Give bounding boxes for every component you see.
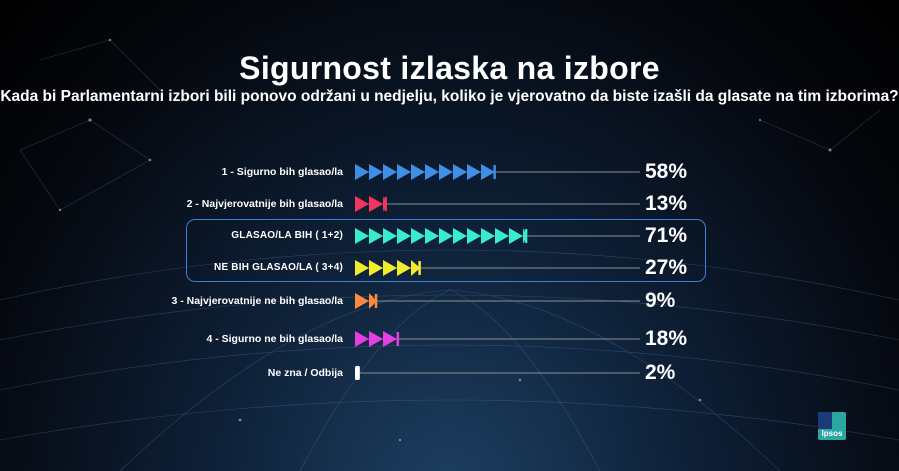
bar-segment	[369, 260, 383, 276]
category-label: NE BIH GLASAO/LA ( 3+4)	[214, 262, 343, 273]
bar-segment	[369, 293, 377, 309]
bar-segment	[425, 164, 439, 180]
bar-segment	[467, 228, 481, 244]
bar-segment	[383, 331, 397, 347]
bar-segment	[411, 260, 421, 276]
bar-segment	[383, 260, 397, 276]
bar-segment	[509, 228, 523, 244]
bar	[355, 331, 400, 347]
bar	[355, 228, 528, 244]
bar	[355, 293, 378, 309]
bar-segment	[453, 228, 467, 244]
logo-text: Ipsos	[821, 429, 843, 438]
bar	[355, 164, 496, 180]
bar-end-cap	[396, 332, 400, 346]
bar-segment	[355, 331, 369, 347]
value-label: 71%	[645, 224, 688, 247]
chart-title: Sigurnost izlaska na izbore	[239, 50, 660, 86]
bar	[355, 196, 387, 212]
summary-highlight-box	[186, 219, 706, 282]
bar-end-cap	[524, 229, 528, 243]
category-label: GLASAO/LA BIH ( 1+2)	[231, 230, 343, 241]
bar-segment	[453, 164, 467, 180]
bar-segment	[369, 196, 383, 212]
bar-segment	[383, 228, 397, 244]
bar-end-cap	[418, 261, 421, 275]
bar-segment	[481, 228, 495, 244]
chart-subtitle: Kada bi Parlamentarni izbori bili ponovo…	[0, 88, 899, 105]
ipsos-logo: Ipsos	[818, 412, 846, 440]
bar-segment	[355, 164, 369, 180]
category-label: 1 - Sigurno bih glasao/la	[221, 166, 343, 178]
category-label: Ne zna / Odbija	[267, 367, 343, 379]
bar-end-cap	[493, 165, 496, 179]
bar-segment	[355, 260, 369, 276]
bar-segment	[495, 228, 509, 244]
category-label: 2 - Najvjerovatnije bih glasao/la	[186, 198, 343, 210]
bar	[355, 366, 360, 380]
bar-segment	[411, 164, 425, 180]
bar-segment	[355, 293, 369, 309]
bar-segment	[369, 164, 383, 180]
value-label: 58%	[645, 160, 688, 183]
value-label: 18%	[645, 327, 688, 350]
bar-segment	[467, 164, 481, 180]
bar	[355, 260, 421, 276]
bar-segment	[397, 228, 411, 244]
bar-segment	[439, 228, 453, 244]
bar-segment	[369, 228, 383, 244]
bar-segment	[355, 196, 369, 212]
bar-segment	[439, 164, 453, 180]
bar-segment	[397, 164, 411, 180]
bar-segment	[481, 164, 495, 180]
category-label: 4 - Sigurno ne bih glasao/la	[206, 333, 343, 345]
bar-segment	[369, 331, 383, 347]
value-label: 27%	[645, 256, 688, 279]
bar-segment	[355, 366, 360, 380]
bar-end-cap	[374, 294, 378, 308]
value-label: 9%	[645, 289, 676, 312]
bar-segment	[425, 228, 439, 244]
bar-segment	[383, 164, 397, 180]
bar-segment	[411, 228, 425, 244]
bar-end-cap	[384, 197, 387, 211]
category-label: 3 - Najvjerovatnije ne bih glasao/la	[171, 295, 343, 307]
bar-segment	[397, 260, 411, 276]
value-label: 2%	[645, 361, 676, 384]
value-label: 13%	[645, 192, 688, 215]
bar-segment	[355, 228, 369, 244]
